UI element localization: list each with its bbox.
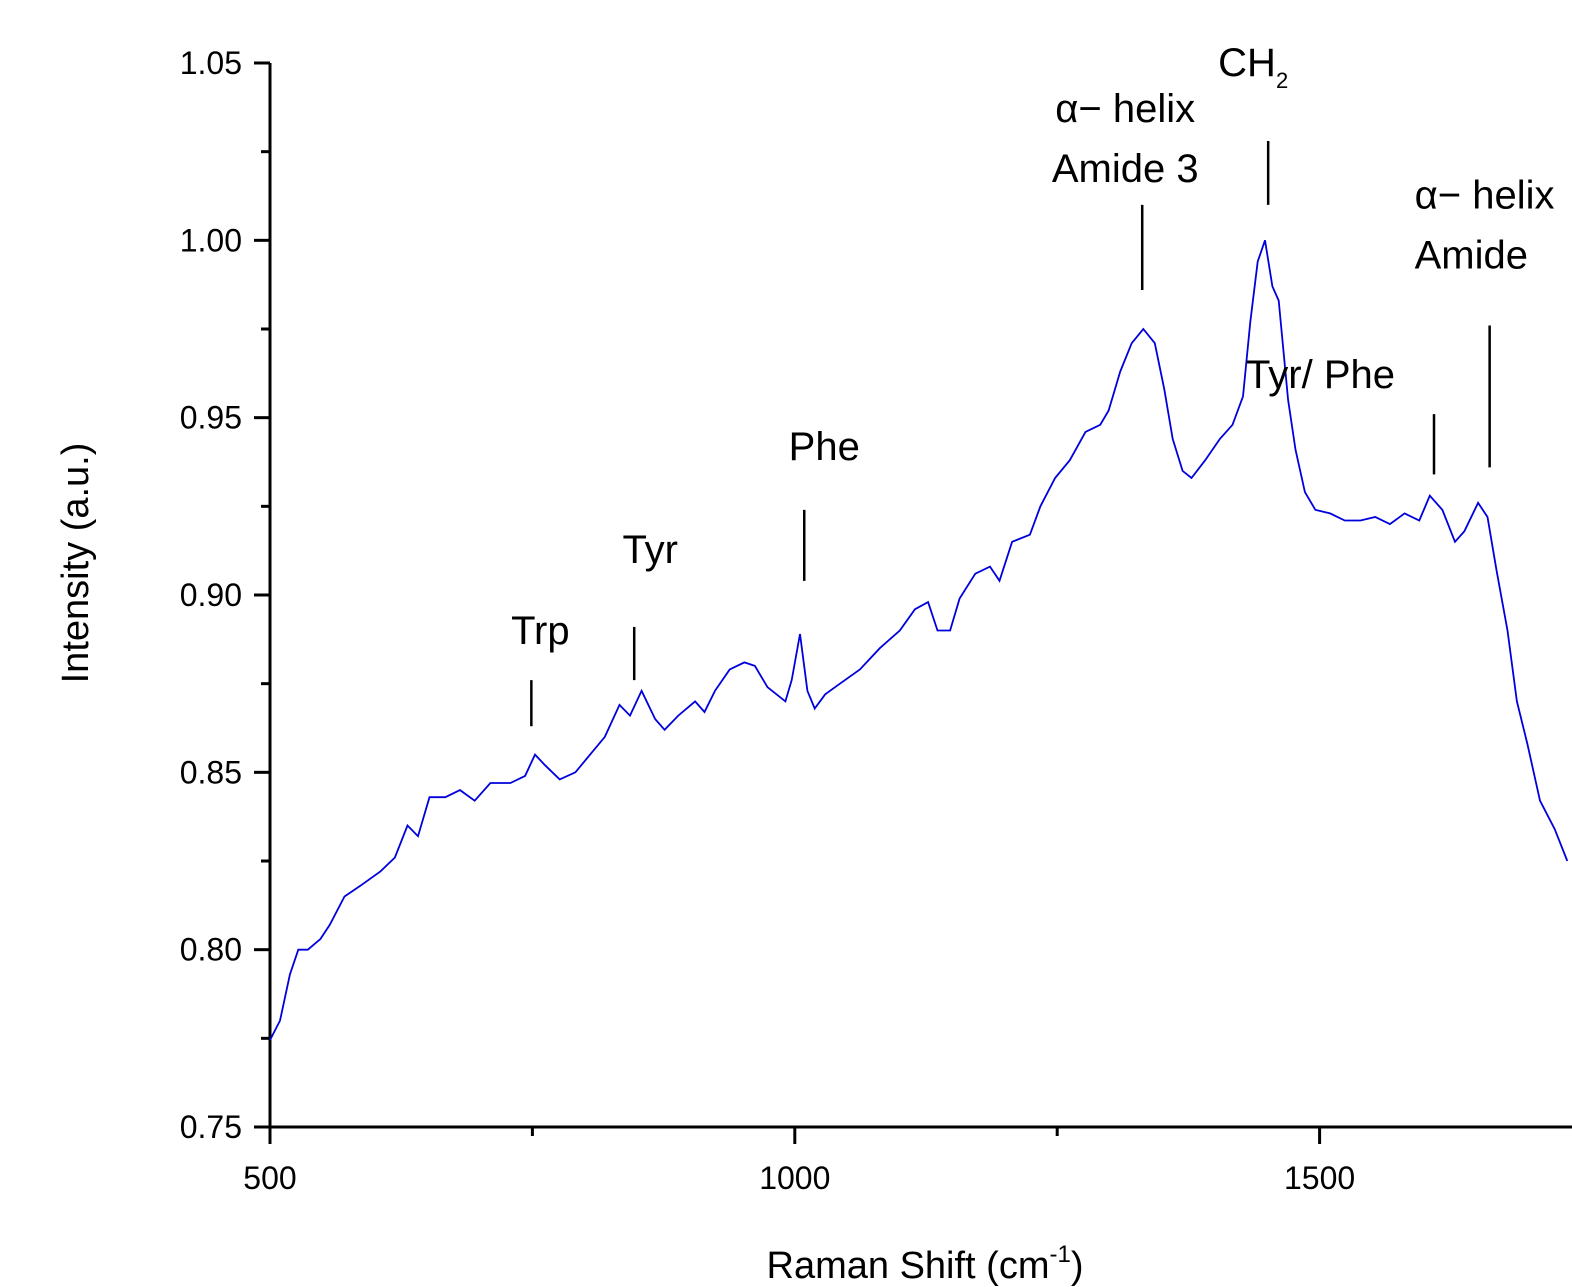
y-tick-label: 0.95 <box>180 400 242 436</box>
x-label-suffix: ) <box>1071 1245 1084 1287</box>
annotation-label: Phe <box>789 425 860 469</box>
y-tick-label: 0.75 <box>180 1109 242 1145</box>
y-tick-label: 0.90 <box>180 577 242 613</box>
annotation-label: α− helix <box>1415 173 1555 217</box>
x-tick-label: 500 <box>243 1160 296 1196</box>
x-axis-label: Raman Shift (cm-1) <box>767 1241 1084 1287</box>
y-tick-label: 1.00 <box>180 222 242 258</box>
annotation-text: Amide 3 <box>1052 147 1199 191</box>
annotation-label: Tyr <box>622 528 678 572</box>
x-label-superscript: -1 <box>1049 1241 1070 1268</box>
annotation-text: Trp <box>511 609 570 653</box>
annotation-label: Trp <box>511 609 570 653</box>
annotation-text: Phe <box>789 425 860 469</box>
y-tick-label: 1.05 <box>180 45 242 81</box>
annotation-text: CH <box>1218 41 1276 85</box>
y-tick-label: 0.80 <box>180 932 242 968</box>
x-label-text: Raman Shift (cm <box>767 1245 1050 1287</box>
annotation-label: CH2 <box>1218 41 1288 93</box>
y-tick-label: 0.85 <box>180 754 242 790</box>
annotation-text: α− helix <box>1055 87 1195 131</box>
x-tick-label: 1500 <box>1284 1160 1355 1196</box>
annotation-label: Amide <box>1415 233 1528 277</box>
annotation-label: α− helix <box>1055 87 1195 131</box>
annotation-text: α− helix <box>1415 173 1555 217</box>
y-axis-label: Intensity (a.u.) <box>55 443 97 684</box>
spectrum-line <box>269 240 1569 1041</box>
annotation-text: Amide <box>1415 233 1528 277</box>
annotation-text: Tyr/ Phe <box>1246 353 1395 397</box>
annotation-label: Amide 3 <box>1052 147 1199 191</box>
annotation-label: Tyr/ Phe <box>1246 353 1395 397</box>
annotation-subscript: 2 <box>1276 68 1288 93</box>
annotation-text: Tyr <box>622 528 678 572</box>
x-tick-label: 1000 <box>759 1160 830 1196</box>
